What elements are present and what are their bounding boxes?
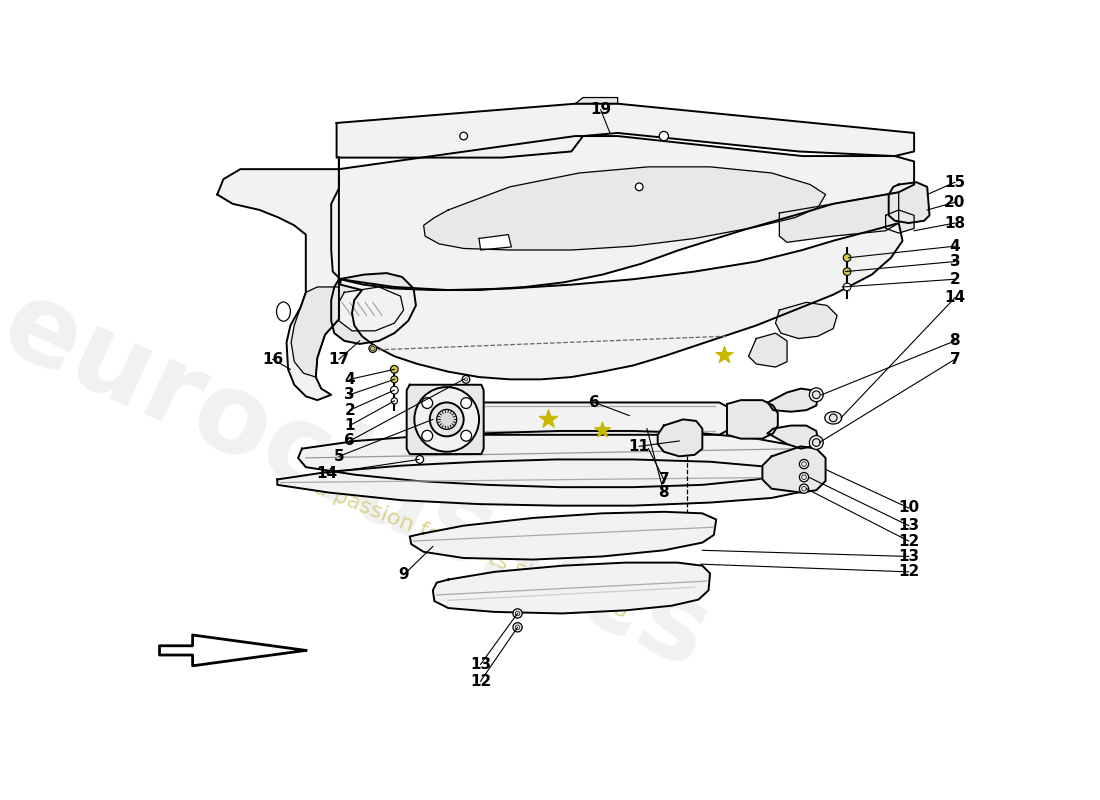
Text: 2: 2: [949, 272, 960, 286]
Circle shape: [802, 486, 806, 491]
Text: 20: 20: [944, 194, 966, 210]
Circle shape: [844, 268, 851, 275]
Polygon shape: [768, 389, 818, 412]
Polygon shape: [409, 512, 716, 559]
Text: 12: 12: [898, 534, 920, 549]
Circle shape: [422, 398, 432, 409]
Polygon shape: [337, 104, 914, 158]
Text: 4: 4: [344, 372, 355, 387]
Circle shape: [368, 345, 376, 353]
Polygon shape: [749, 333, 788, 367]
Text: 12: 12: [470, 674, 492, 689]
Circle shape: [813, 391, 821, 398]
Polygon shape: [776, 302, 837, 338]
Circle shape: [636, 183, 644, 190]
Circle shape: [515, 611, 520, 616]
Text: 18: 18: [944, 215, 966, 230]
Circle shape: [513, 609, 522, 618]
Circle shape: [844, 283, 851, 291]
Text: 13: 13: [898, 518, 920, 533]
Text: 6: 6: [344, 434, 355, 449]
Circle shape: [659, 131, 669, 141]
Circle shape: [810, 388, 823, 402]
Polygon shape: [331, 136, 914, 290]
Circle shape: [392, 398, 397, 404]
Text: 17: 17: [328, 352, 350, 367]
Polygon shape: [292, 287, 339, 377]
Polygon shape: [331, 273, 416, 344]
Polygon shape: [889, 182, 930, 223]
Polygon shape: [440, 402, 730, 435]
Text: 11: 11: [629, 439, 650, 454]
Polygon shape: [762, 446, 825, 493]
Text: 4: 4: [949, 238, 960, 254]
Text: 2: 2: [344, 402, 355, 418]
Circle shape: [800, 473, 808, 482]
Polygon shape: [886, 210, 914, 233]
Circle shape: [802, 462, 806, 466]
Text: 16: 16: [262, 352, 284, 367]
Text: 15: 15: [944, 174, 966, 190]
Circle shape: [802, 475, 806, 479]
Circle shape: [829, 414, 837, 422]
Circle shape: [513, 622, 522, 632]
Polygon shape: [433, 562, 711, 614]
Text: 19: 19: [590, 102, 612, 118]
Text: 13: 13: [470, 657, 492, 672]
Circle shape: [844, 254, 851, 262]
Polygon shape: [341, 223, 902, 379]
Text: 14: 14: [316, 466, 338, 481]
Polygon shape: [218, 169, 339, 400]
Circle shape: [390, 366, 398, 373]
Circle shape: [461, 398, 472, 409]
Circle shape: [422, 430, 432, 441]
Text: a passion for parts since 1988: a passion for parts since 1988: [311, 478, 631, 622]
Circle shape: [416, 455, 424, 463]
Text: 8: 8: [659, 485, 669, 500]
Text: 8: 8: [949, 334, 960, 348]
Text: 6: 6: [590, 395, 600, 410]
Circle shape: [390, 376, 398, 383]
Polygon shape: [768, 426, 818, 449]
Polygon shape: [424, 167, 825, 250]
Circle shape: [390, 386, 398, 394]
Text: 3: 3: [344, 387, 355, 402]
Polygon shape: [298, 431, 808, 487]
Polygon shape: [339, 287, 404, 331]
Text: 1: 1: [344, 418, 355, 433]
Circle shape: [800, 459, 808, 469]
Text: 9: 9: [398, 567, 409, 582]
Circle shape: [462, 375, 470, 383]
Polygon shape: [277, 459, 808, 506]
Circle shape: [813, 438, 821, 446]
Text: 7: 7: [949, 352, 960, 367]
Circle shape: [515, 625, 520, 630]
Polygon shape: [480, 234, 512, 250]
Text: 13: 13: [898, 549, 920, 564]
Circle shape: [460, 132, 467, 140]
Text: 3: 3: [949, 254, 960, 269]
Ellipse shape: [825, 412, 842, 424]
Text: 7: 7: [659, 472, 669, 487]
Polygon shape: [160, 635, 306, 666]
Circle shape: [430, 402, 464, 436]
Circle shape: [437, 410, 456, 430]
Polygon shape: [658, 419, 703, 456]
Polygon shape: [407, 385, 484, 454]
Text: euroclassics: euroclassics: [0, 270, 726, 691]
Polygon shape: [779, 192, 899, 242]
Polygon shape: [727, 400, 778, 438]
Text: 14: 14: [944, 290, 966, 306]
Circle shape: [415, 387, 478, 452]
Text: 12: 12: [898, 564, 920, 579]
Circle shape: [461, 430, 472, 441]
Text: 10: 10: [898, 501, 920, 515]
Circle shape: [371, 346, 375, 351]
Circle shape: [800, 484, 808, 494]
Circle shape: [810, 435, 823, 450]
Circle shape: [464, 378, 468, 381]
Text: 5: 5: [333, 449, 344, 464]
Polygon shape: [575, 98, 618, 104]
